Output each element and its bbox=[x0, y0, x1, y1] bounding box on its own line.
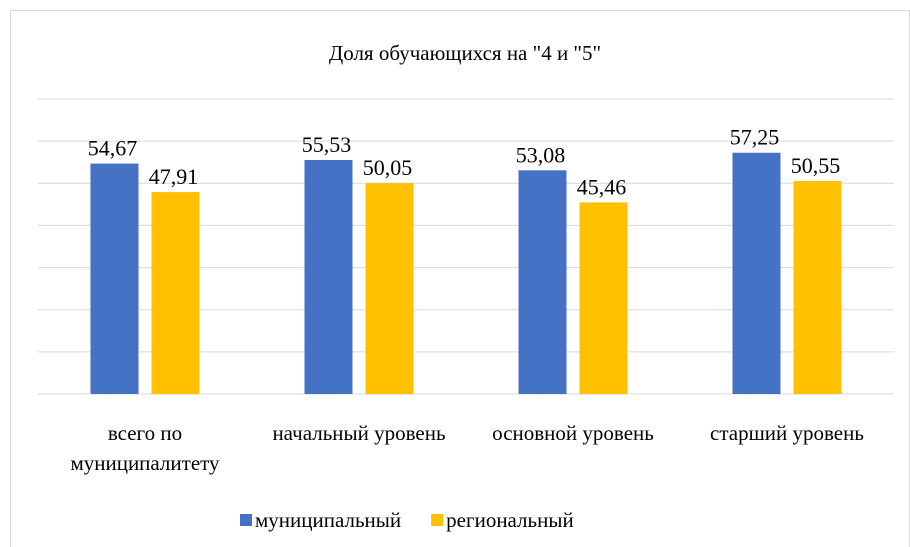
data-label: 45,46 bbox=[577, 174, 627, 199]
data-label: 55,53 bbox=[302, 132, 352, 157]
data-label: 50,55 bbox=[791, 153, 841, 178]
legend-swatch bbox=[431, 514, 444, 526]
legend-swatch bbox=[240, 514, 252, 526]
legend-label: муниципальный bbox=[255, 508, 401, 532]
data-label: 47,91 bbox=[149, 164, 199, 189]
data-label: 53,08 bbox=[516, 142, 566, 167]
x-tick-label: всего по муниципалитету bbox=[70, 421, 220, 475]
legend-label: региональный bbox=[446, 508, 574, 532]
data-label: 54,67 bbox=[88, 136, 138, 161]
x-tick-label: основной уровень bbox=[492, 421, 654, 445]
bar bbox=[304, 159, 353, 394]
x-tick-label: начальный уровень bbox=[272, 421, 446, 445]
x-tick-label: старший уровень bbox=[710, 421, 864, 445]
bar bbox=[90, 163, 139, 394]
bar bbox=[518, 170, 567, 394]
bar bbox=[732, 152, 781, 394]
bar bbox=[151, 192, 200, 394]
bar bbox=[579, 202, 628, 394]
bar bbox=[365, 183, 414, 394]
chart-title: Доля обучающихся на "4 и "5" bbox=[329, 41, 601, 65]
data-label: 57,25 bbox=[730, 125, 780, 150]
bar bbox=[793, 180, 842, 394]
data-label: 50,05 bbox=[363, 155, 413, 180]
